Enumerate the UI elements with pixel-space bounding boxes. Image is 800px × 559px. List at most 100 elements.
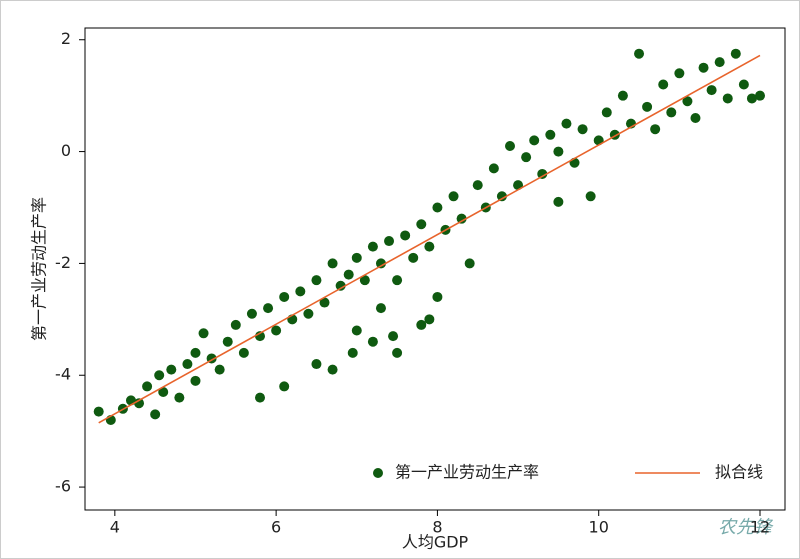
x-tick-label: 6: [271, 518, 281, 537]
point: [553, 146, 564, 157]
point: [674, 68, 685, 79]
point: [722, 93, 733, 104]
point: [392, 275, 403, 286]
point: [416, 219, 427, 230]
y-axis-label: 第一产业劳动生产率: [30, 197, 49, 341]
point: [706, 85, 717, 96]
point: [198, 328, 209, 339]
point: [755, 90, 765, 101]
point: [617, 90, 628, 101]
point: [698, 62, 709, 73]
point: [311, 275, 322, 286]
point: [222, 336, 233, 347]
point: [375, 303, 386, 314]
fit-line: [98, 54, 761, 424]
point: [561, 118, 572, 129]
x-tick-label: 10: [589, 518, 609, 537]
point: [255, 331, 265, 342]
x-tick-label: 4: [110, 518, 120, 537]
point: [311, 359, 322, 370]
point: [174, 392, 185, 403]
point: [279, 291, 290, 302]
y-tick-label: 2: [61, 29, 71, 48]
point: [367, 241, 378, 252]
point: [448, 191, 459, 202]
point: [255, 392, 265, 403]
point: [279, 381, 290, 392]
point: [690, 113, 701, 124]
y-tick-label: 0: [61, 141, 71, 160]
point: [190, 375, 201, 386]
point: [424, 314, 435, 325]
point: [464, 258, 475, 269]
point: [472, 180, 483, 191]
point: [246, 308, 257, 319]
point: [642, 101, 653, 112]
point: [158, 387, 169, 398]
legend-label: 第一产业劳动生产率: [395, 463, 539, 482]
point: [359, 275, 370, 286]
legend-label: 拟合线: [715, 463, 763, 482]
x-axis-label: 人均GDP: [402, 533, 469, 552]
point: [746, 93, 757, 104]
point: [150, 409, 161, 420]
point: [303, 308, 314, 319]
point: [521, 152, 532, 163]
point: [601, 107, 612, 118]
point: [545, 129, 556, 140]
point: [416, 319, 427, 330]
point: [351, 325, 362, 336]
y-tick-label: -6: [55, 477, 71, 496]
point: [263, 303, 274, 314]
point: [488, 163, 499, 174]
x-tick-label: 8: [432, 518, 442, 537]
point: [154, 370, 165, 381]
point: [585, 191, 596, 202]
plot-area: [84, 27, 786, 511]
point: [537, 168, 548, 179]
point: [214, 364, 225, 375]
point: [529, 135, 540, 146]
point: [730, 48, 741, 59]
point: [271, 325, 282, 336]
point: [738, 79, 749, 90]
watermark: 农先锋: [718, 517, 774, 538]
point: [384, 236, 395, 247]
point: [182, 359, 193, 370]
point: [650, 124, 661, 135]
point: [505, 140, 515, 151]
point: [351, 252, 362, 263]
point: [682, 96, 693, 107]
point: [388, 331, 399, 342]
point: [327, 364, 338, 375]
point: [634, 48, 645, 59]
point: [400, 230, 411, 241]
point: [553, 196, 564, 207]
point: [238, 347, 249, 358]
point: [375, 258, 386, 269]
legend-marker: [373, 468, 383, 478]
point: [343, 269, 354, 280]
point: [456, 213, 467, 224]
point: [432, 291, 443, 302]
point: [190, 347, 201, 358]
point: [714, 57, 725, 68]
point: [230, 319, 241, 330]
point: [142, 381, 153, 392]
point: [367, 336, 378, 347]
point: [658, 79, 669, 90]
point: [577, 124, 588, 135]
point: [496, 191, 507, 202]
point: [408, 252, 419, 263]
point: [666, 107, 677, 118]
point: [392, 347, 403, 358]
point: [327, 258, 338, 269]
y-tick-label: -4: [55, 365, 71, 384]
point: [335, 280, 346, 291]
x-tick-label: 12: [750, 518, 770, 537]
point: [424, 241, 435, 252]
point: [319, 297, 330, 308]
point: [93, 406, 104, 417]
point: [347, 347, 358, 358]
